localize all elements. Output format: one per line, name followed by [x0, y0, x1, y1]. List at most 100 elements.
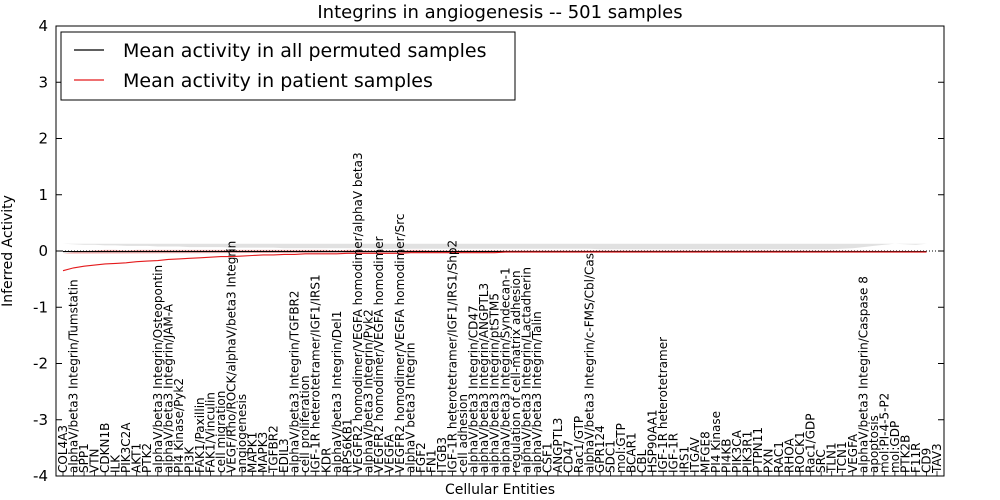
- x-tick-label: ITGB3: [435, 437, 449, 473]
- y-tick-label: 4: [38, 17, 48, 35]
- permuted-std-band: [63, 243, 927, 250]
- y-tick-label: 0: [38, 242, 48, 260]
- y-axis-label: Inferred Activity: [0, 195, 16, 307]
- chart-title: Integrins in angiogenesis -- 501 samples: [317, 2, 682, 23]
- x-tick-label: ITGAV: [688, 436, 702, 473]
- x-tick-label: ANGPTL3: [551, 418, 565, 473]
- x-tick-label: PIK3CA: [730, 429, 744, 473]
- y-tick-label: -4: [33, 467, 48, 485]
- x-axis: [62, 471, 938, 476]
- x-tick-label: VEGFR2 homodimer/VEGFA homodimer: [372, 236, 386, 473]
- x-tick-label: PTK2: [140, 443, 154, 473]
- x-tick-label: PIK3R1: [741, 431, 755, 473]
- mean-lines: [62, 251, 927, 272]
- x-tick-label: PTK2B: [898, 435, 912, 473]
- x-tick-label: PI4 Kinase: [709, 411, 723, 473]
- x-tick-label: PI3K: [182, 446, 196, 473]
- x-tick-label: CDKN1B: [98, 423, 112, 473]
- x-tick-label: VTN: [88, 448, 102, 473]
- x-tick-label: alphaV/beta3 Integrin/Tumstatin: [67, 279, 81, 473]
- x-tick-label: alphaV/beta3 Integrin/Talin: [530, 311, 544, 473]
- x-tick-label: MFGE8: [698, 431, 712, 473]
- x-tick-label: regulation of cell-matrix adhesion: [509, 270, 523, 473]
- x-tick-label: cell migration: [214, 391, 228, 473]
- x-tick-label: TLN1: [825, 442, 839, 474]
- legend-label-patient: Mean activity in patient samples: [123, 70, 433, 92]
- x-tick-label: RHOA: [783, 437, 797, 473]
- x-tick-label: mol:PI-4-5-P2: [877, 393, 891, 473]
- x-tick-label: alphaV/beta3 Integrin/c-FMS/Cbl/Cas: [583, 253, 597, 473]
- x-tick-label: alphaV/beta3 Integrin/CD47: [467, 305, 481, 473]
- x-tick-label: TAV3: [930, 443, 944, 474]
- x-tick-label: SDC1: [604, 440, 618, 473]
- x-tick-label: alphaV/beta3 Integrin/ptSTM5: [488, 293, 502, 473]
- y-axis: -4 -3 -2 -1 0 1 2 3 4: [33, 17, 944, 485]
- x-tick-label: IGF-1R: [667, 433, 681, 473]
- x-tick-label: RAC1: [772, 441, 786, 473]
- y-tick-label: 1: [38, 186, 48, 204]
- x-tick-label: HSP90AA1: [646, 409, 660, 473]
- x-tick-label: VEGF/Rho/ROCK/alphaV/beta3 Integrin: [225, 241, 239, 473]
- x-tick-label: TCN1: [835, 441, 849, 474]
- patient-mean-line: [62, 251, 927, 272]
- x-tick-label: alphaV/beta3 Integrin/JAM-A: [161, 303, 175, 473]
- x-tick-label: MAPK3: [256, 432, 270, 473]
- legend-label-permuted: Mean activity in all permuted samples: [123, 40, 486, 62]
- y-tick-label: -1: [33, 298, 48, 316]
- x-tick-label: ILK: [109, 454, 123, 473]
- x-tick-label: BCAR1: [625, 432, 639, 473]
- x-tick-label: VEGFA: [382, 433, 396, 473]
- x-tick-label: KDR: [319, 448, 333, 473]
- y-tick-label: -2: [33, 355, 48, 373]
- x-tick-label: mol:GDP: [888, 421, 902, 473]
- x-tick-label: Rac1/GDP: [804, 414, 818, 473]
- x-tick-label: angiogenesis: [235, 394, 249, 473]
- x-tick-label: MAPK1: [246, 432, 260, 473]
- legend-frame: [60, 31, 516, 101]
- x-tick-label: IGF-1R heterotetramer/IGF1/IRS1: [309, 274, 323, 473]
- y-tick-label: 3: [38, 73, 48, 91]
- x-tick-label: FAK1/Paxillin: [193, 397, 207, 473]
- x-tick-label: PIK3C2A: [119, 422, 133, 473]
- x-tick-label: IRS1: [677, 446, 691, 473]
- y-tick-label: -3: [33, 411, 48, 429]
- legend: Mean activity in all permuted samples Me…: [60, 31, 516, 101]
- x-axis-label: Cellular Entities: [445, 482, 555, 498]
- x-tick-label: GPR124: [593, 425, 607, 473]
- x-tick-label: alphaV/beta3 Integrin/Del1: [330, 311, 344, 473]
- x-tick-label: CD9: [920, 448, 934, 473]
- x-tick-label: FAK1/Vinculin: [203, 392, 217, 473]
- x-tick-label: SRC: [814, 449, 828, 473]
- x-tick-label: COL4A3: [56, 425, 70, 473]
- x-tick-label: IGF-1R heterotetramer/IGF1/IRS1/Shp2: [446, 240, 460, 473]
- x-tick-label: AKT1: [130, 443, 144, 473]
- x-tick-label: PXN: [762, 449, 776, 473]
- x-tick-label: FGF2: [414, 442, 428, 473]
- x-tick-label: FN1: [425, 449, 439, 473]
- x-tick-label: VEGFA: [846, 433, 860, 473]
- y-tick-label: 2: [38, 130, 48, 148]
- x-tick-label: alphaV/beta3 Integrin/Pyk2: [361, 309, 375, 473]
- x-tick-label: PTPN11: [751, 427, 765, 473]
- x-tick-label: Rac1/GTP: [572, 416, 586, 473]
- x-tick-label: SPP1: [77, 443, 91, 473]
- x-tick-label: CD47: [561, 440, 575, 473]
- x-tick-label: F11R: [909, 442, 923, 473]
- x-tick-label: cell proliferation: [298, 375, 312, 473]
- x-tick-label: PI4 Kinase/Pyk2: [172, 378, 186, 473]
- x-tick-label: CBL: [635, 449, 649, 473]
- x-tick-label: alphaV/beta3 Integrin/Syndecan-1: [498, 267, 512, 473]
- x-tick-label: apoptosis: [867, 415, 881, 473]
- x-tick-label: alphaV/beta3 Integrin/ANGPTL3: [477, 283, 491, 473]
- x-tick-label: TGFBR2: [267, 425, 281, 474]
- x-tick-label: alphaV/beta3 Integrin/Caspase 8: [856, 276, 870, 473]
- x-tick-label: IGF-1R heterotetramer: [656, 337, 670, 473]
- x-tick-label: VEGFR2 homodimer/VEGFA homodimer/Src: [393, 213, 407, 473]
- x-tick-label: VEGFR2 homodimer/VEGFA homodimer/alphaV …: [351, 152, 365, 473]
- x-tick-label: cell adhesion: [456, 394, 470, 473]
- x-tick-label: CSF1: [540, 442, 554, 473]
- x-tick-label: alphaV/beta3 Integrin/Lactadherin: [519, 267, 533, 473]
- x-tick-label: PI4KB: [719, 438, 733, 473]
